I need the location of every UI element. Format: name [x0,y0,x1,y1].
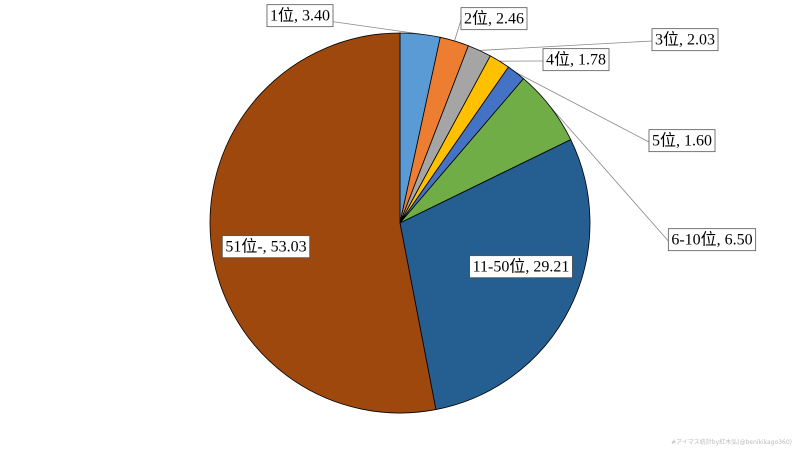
pie-slice [209,32,437,414]
value-label: 4位, 1.78 [546,51,606,69]
value-label: 3位, 2.03 [655,31,715,49]
value-label: 1位, 3.40 [270,7,330,25]
value-label: 2位, 2.46 [464,10,524,28]
data-label: 51位-, 53.03 [221,235,311,259]
label-box [651,28,719,52]
label-box [542,48,610,72]
value-label: 11-50位, 29.21 [473,258,570,276]
data-label: 1位, 3.40 [266,4,334,28]
leader-line [515,72,650,143]
data-label: 3位, 2.03 [651,28,719,52]
leader-line [479,40,653,51]
label-box [460,7,528,31]
leader-line [454,19,462,42]
value-label: 51位-, 53.03 [225,238,306,256]
data-label: 6-10位, 6.50 [667,228,757,252]
value-label: 6-10位, 6.50 [671,231,752,249]
data-label: 4位, 1.78 [542,48,610,72]
label-box [667,228,757,252]
leader-line [549,106,669,242]
data-label: 5位, 1.60 [648,129,716,153]
data-label: 11-50位, 29.21 [469,255,573,279]
label-box [469,255,573,279]
value-label: 5位, 1.60 [652,132,712,150]
footnote: #アイマス統計by紅木弘(@benikikago360) [671,438,792,446]
label-box [648,129,716,153]
label-box [266,4,334,28]
data-label: 2位, 2.46 [460,7,528,31]
label-box [221,235,311,259]
